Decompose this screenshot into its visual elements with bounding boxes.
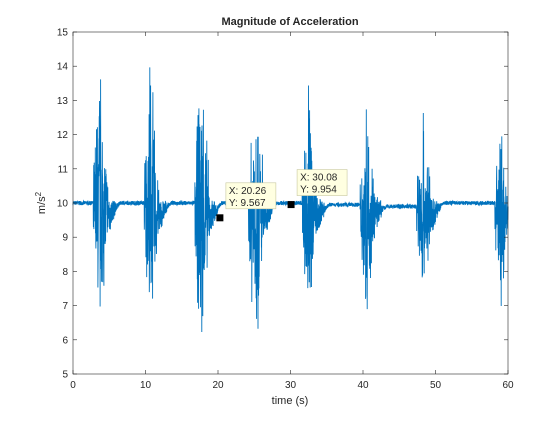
datatip-y-text: Y: 9.567 bbox=[229, 198, 266, 209]
y-tick-label: 14 bbox=[57, 62, 69, 73]
y-axis-label: m/s2 bbox=[34, 191, 48, 214]
y-tick-label: 15 bbox=[57, 28, 69, 39]
datatip-marker bbox=[216, 214, 224, 222]
y-tick-label: 9 bbox=[62, 233, 68, 244]
datatip-2[interactable]: X: 30.08Y: 9.954 bbox=[287, 169, 348, 209]
y-tick-label: 12 bbox=[57, 130, 69, 141]
datatip-x-text: X: 30.08 bbox=[300, 173, 338, 184]
datatip-y-text: Y: 9.954 bbox=[300, 185, 337, 196]
y-tick-label: 8 bbox=[62, 267, 68, 278]
datatip-box bbox=[225, 182, 277, 210]
y-tick-label: 10 bbox=[57, 199, 69, 210]
y-tick-label: 5 bbox=[62, 370, 68, 381]
y-axis-label-exponent: 2 bbox=[34, 191, 43, 196]
chart-title: Magnitude of Acceleration bbox=[221, 16, 358, 28]
y-tick-label: 7 bbox=[62, 301, 68, 312]
y-tick-label: 6 bbox=[62, 335, 68, 346]
ticks-layer: 0 10 20 30 40 50 60 5 6 7 8 9 10 11 12 13 14 15 bbox=[57, 28, 514, 392]
x-tick-label: 40 bbox=[357, 380, 369, 391]
datatip-box bbox=[296, 169, 348, 196]
x-tick-label: 20 bbox=[212, 380, 224, 391]
y-tick-label: 11 bbox=[58, 164, 69, 175]
x-axis-label: time (s) bbox=[272, 395, 309, 407]
x-tick-label: 10 bbox=[140, 380, 152, 391]
datatip-1[interactable]: X: 20.26Y: 9.567 bbox=[216, 182, 277, 222]
datatip-x-text: X: 20.26 bbox=[229, 186, 267, 197]
x-tick-label: 0 bbox=[70, 380, 76, 391]
x-tick-label: 30 bbox=[285, 380, 297, 391]
datatip-marker bbox=[287, 201, 295, 209]
x-tick-label: 50 bbox=[430, 380, 442, 391]
y-tick-label: 13 bbox=[57, 96, 69, 107]
x-tick-label: 60 bbox=[502, 380, 514, 391]
y-axis-label-base: m/s bbox=[36, 196, 48, 214]
